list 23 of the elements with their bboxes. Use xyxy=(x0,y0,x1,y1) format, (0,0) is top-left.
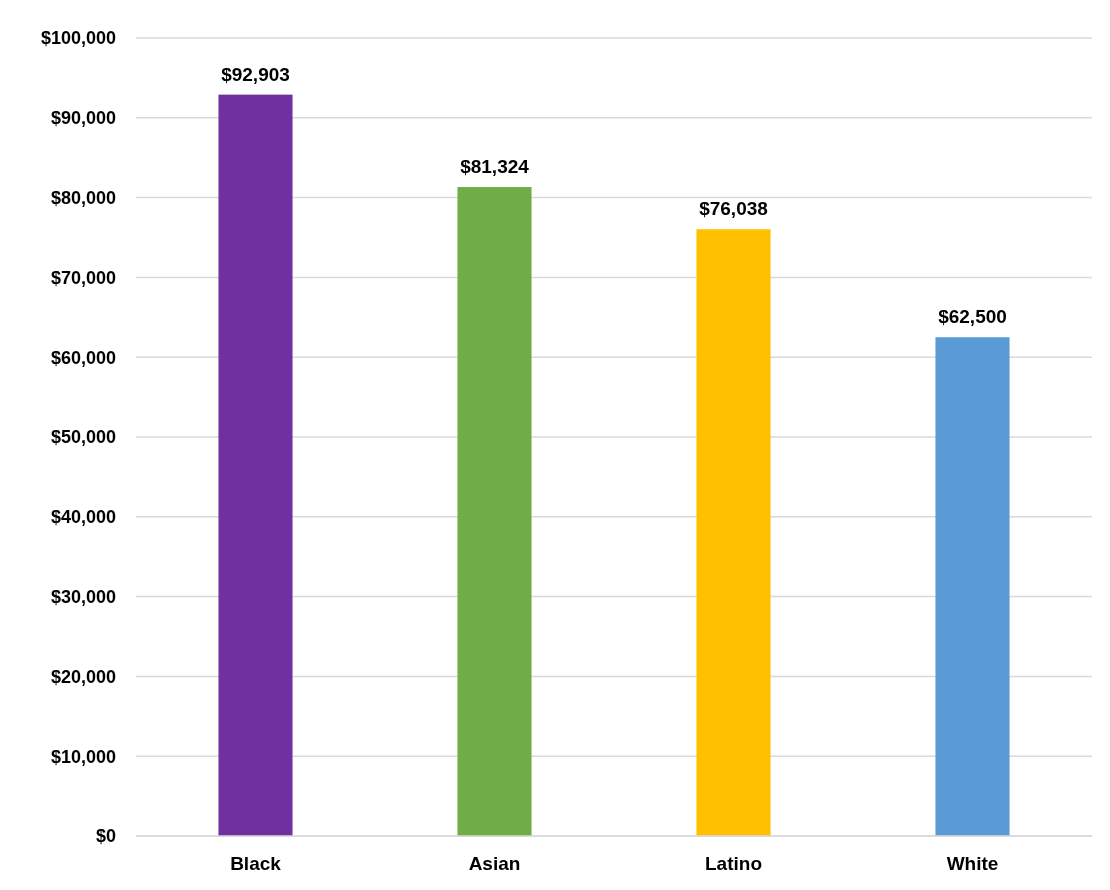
bar xyxy=(935,337,1010,836)
y-tick-label: $100,000 xyxy=(40,28,116,49)
y-tick-label: $0 xyxy=(95,826,116,847)
data-label: $76,038 xyxy=(699,198,768,220)
data-label: $62,500 xyxy=(938,306,1007,328)
y-tick-label: $90,000 xyxy=(50,108,116,129)
y-tick-label: $20,000 xyxy=(50,666,116,687)
x-tick-label: Asian xyxy=(468,853,521,874)
x-tick-label: Latino xyxy=(705,853,762,874)
y-tick-label: $80,000 xyxy=(50,187,116,208)
bar xyxy=(696,229,771,836)
y-tick-label: $10,000 xyxy=(50,746,116,767)
y-tick-label: $30,000 xyxy=(50,586,116,607)
y-tick-label: $70,000 xyxy=(50,267,116,288)
x-tick-label: White xyxy=(946,853,999,874)
y-tick-label: $50,000 xyxy=(50,427,116,448)
x-tick-label: Black xyxy=(230,853,282,874)
bar xyxy=(218,94,293,836)
data-label: $92,903 xyxy=(221,63,290,85)
bar xyxy=(457,187,532,836)
data-label: $81,324 xyxy=(460,156,530,178)
y-tick-label: $40,000 xyxy=(50,507,116,528)
y-tick-label: $60,000 xyxy=(50,347,116,368)
